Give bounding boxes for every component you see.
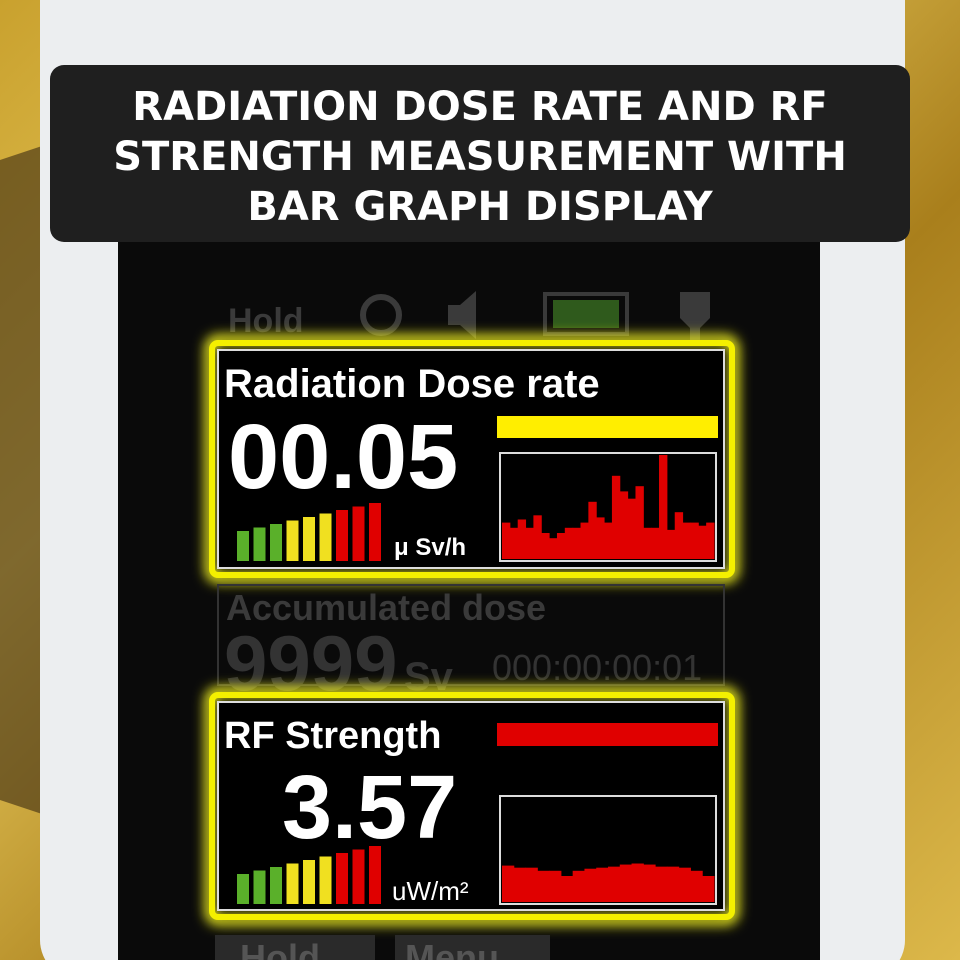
radiation-label: Radiation Dose rate <box>224 362 600 406</box>
history-bar <box>517 519 527 559</box>
level-segment <box>237 874 249 904</box>
rf-value: 3.57 <box>282 758 457 858</box>
accumulated-panel <box>217 584 725 686</box>
level-segment <box>319 856 332 904</box>
rf-unit: uW/m² <box>392 876 469 906</box>
history-bar <box>509 527 519 559</box>
radiation-level-bar <box>497 416 718 438</box>
history-bar <box>619 491 629 559</box>
history-bar <box>556 533 566 559</box>
history-bar <box>666 529 676 559</box>
history-bar <box>690 870 703 902</box>
battery-level <box>553 300 619 328</box>
history-bar <box>502 865 515 902</box>
history-bar <box>580 522 589 559</box>
history-bar <box>659 455 668 559</box>
history-bar <box>537 870 550 902</box>
level-segment <box>369 846 381 904</box>
level-segment <box>303 517 315 561</box>
level-segment <box>253 870 266 904</box>
history-bar <box>572 527 582 559</box>
level-segment <box>237 531 249 561</box>
history-bar <box>655 866 668 902</box>
hold-button-label[interactable]: Hold <box>240 937 320 960</box>
history-bar <box>651 527 660 559</box>
history-bar <box>584 868 597 902</box>
history-bar <box>643 864 656 902</box>
rf-level-bar <box>497 723 718 746</box>
highlight-frame <box>209 692 735 920</box>
banner-title: RADIATION DOSE RATE AND RF <box>132 84 827 130</box>
level-segment <box>270 867 282 904</box>
menu-button[interactable] <box>395 935 550 960</box>
level-segment <box>286 863 299 904</box>
history-bar <box>698 525 707 559</box>
battery-icon <box>543 292 629 336</box>
history-bar <box>541 533 550 559</box>
radiation-unit: μ Sv/h <box>394 534 466 561</box>
history-bar <box>525 867 538 902</box>
history-bar <box>627 498 636 559</box>
history-bar <box>533 515 542 559</box>
radiation-value: 00.05 <box>228 406 458 508</box>
rf-label: RF Strength <box>224 715 441 757</box>
history-bar <box>631 863 644 902</box>
history-bar <box>604 522 613 559</box>
accumulated-label: Accumulated dose <box>226 587 546 628</box>
timer-icon <box>360 294 402 336</box>
level-segment <box>352 849 365 904</box>
history-bar <box>619 864 633 902</box>
banner-title: STRENGTH MEASUREMENT WITH <box>113 134 847 180</box>
history-bar <box>549 538 558 559</box>
hold-status: Hold <box>228 302 304 340</box>
history-bar <box>608 866 621 902</box>
history-bar <box>596 867 609 902</box>
history-bar <box>674 512 684 559</box>
level-segment <box>319 513 332 561</box>
history-bar <box>690 522 699 559</box>
history-bar <box>502 522 511 559</box>
history-bar <box>572 870 585 902</box>
history-bar <box>666 866 680 902</box>
rf-level-meter <box>237 846 381 904</box>
history-bar <box>643 527 652 559</box>
level-segment <box>270 524 282 561</box>
banner <box>50 65 910 242</box>
menu-button-label[interactable]: Menu <box>405 937 499 960</box>
plug-icon <box>680 292 710 342</box>
level-segment <box>303 860 315 904</box>
level-segment <box>336 510 348 561</box>
radiation-level-meter <box>237 503 381 561</box>
history-bar <box>549 870 562 902</box>
history-bar <box>678 867 691 902</box>
highlight-frame <box>209 340 735 578</box>
level-segment <box>253 527 266 561</box>
accumulated-time: 000:00:00:01 <box>492 647 702 688</box>
level-segment <box>352 506 365 561</box>
history-bar <box>513 867 527 902</box>
history-bar <box>702 876 715 902</box>
level-segment <box>369 503 381 561</box>
history-bar <box>611 475 621 559</box>
history-bar <box>682 522 691 559</box>
banner-title: BAR GRAPH DISPLAY <box>247 184 713 230</box>
level-segment <box>286 520 299 561</box>
history-bar <box>635 486 644 559</box>
history-bar <box>560 876 574 902</box>
history-bar <box>706 522 715 559</box>
history-bar <box>564 527 574 559</box>
history-bar <box>525 527 534 559</box>
history-bar <box>588 501 597 559</box>
hold-button[interactable] <box>215 935 375 960</box>
level-segment <box>336 853 348 904</box>
speaker-icon <box>448 291 476 339</box>
history-bar <box>596 517 605 559</box>
